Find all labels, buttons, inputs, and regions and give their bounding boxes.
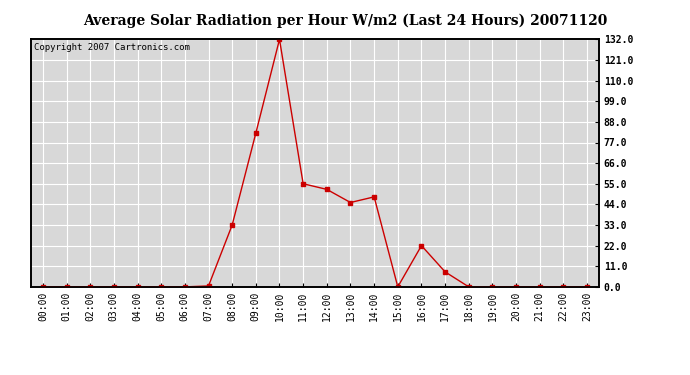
Text: Average Solar Radiation per Hour W/m2 (Last 24 Hours) 20071120: Average Solar Radiation per Hour W/m2 (L… xyxy=(83,13,607,27)
Text: Copyright 2007 Cartronics.com: Copyright 2007 Cartronics.com xyxy=(34,43,190,52)
